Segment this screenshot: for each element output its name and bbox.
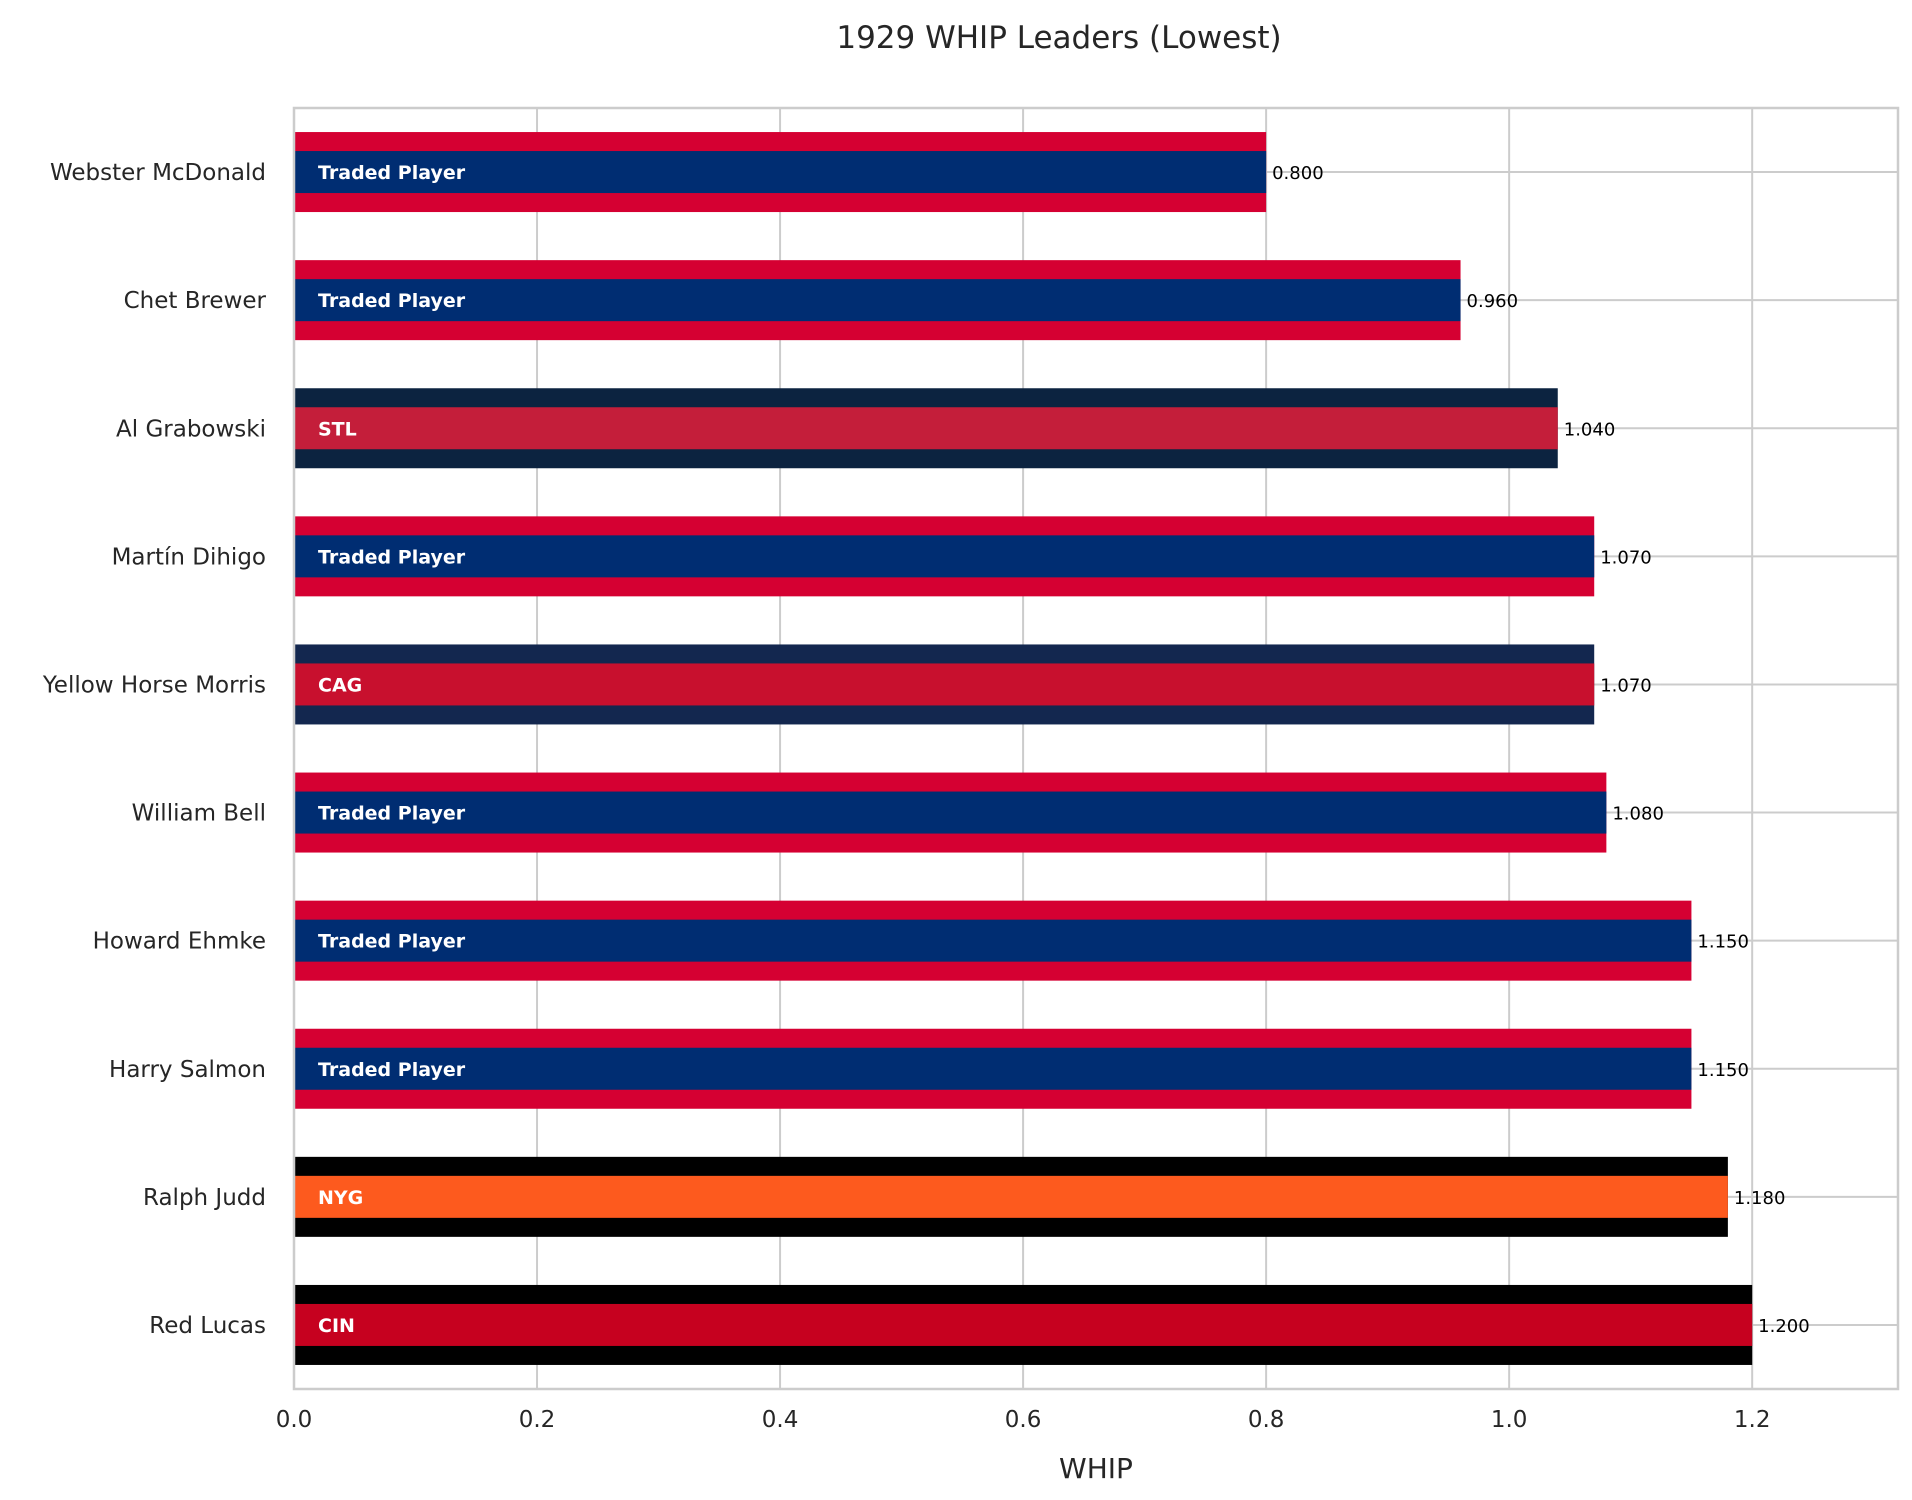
x-axis-label: WHIP <box>1059 1452 1133 1485</box>
y-tick-label: Webster McDonald <box>50 160 266 186</box>
bar-team-label: Traded Player <box>318 1059 466 1081</box>
bar-inner <box>294 1175 1728 1218</box>
bars <box>294 132 1753 1365</box>
plot-frame <box>292 106 1900 1391</box>
bar-inner <box>294 1303 1753 1346</box>
y-tick-label: Howard Ehmke <box>93 929 266 955</box>
x-tick-label: 0.6 <box>1005 1407 1042 1433</box>
bar-inner <box>294 535 1595 578</box>
chart-title: 1929 WHIP Leaders (Lowest) <box>836 20 1281 56</box>
bar-team-label: STL <box>318 418 357 440</box>
x-tick-label: 0.8 <box>1248 1407 1285 1433</box>
bar-team-label: NYG <box>318 1187 363 1209</box>
bar-inner <box>294 791 1607 834</box>
bar-value-label: 1.150 <box>1697 1060 1749 1081</box>
bar-inner <box>294 919 1692 962</box>
bar-value-label: 1.180 <box>1734 1188 1786 1209</box>
bar-inner <box>294 151 1267 194</box>
bar-inner <box>294 1047 1692 1090</box>
y-tick-label: Ralph Judd <box>143 1185 266 1211</box>
bar-value-label: 1.080 <box>1612 804 1664 825</box>
bar-inner <box>294 663 1595 706</box>
bar-value-label: 1.070 <box>1600 675 1652 696</box>
x-tick-label: 0.0 <box>276 1407 313 1433</box>
x-axis-ticks: 0.0 0.2 0.4 0.6 0.8 1.0 1.2 <box>276 1407 1771 1433</box>
bar-team-label: Traded Player <box>318 931 466 953</box>
bar-team-label: Traded Player <box>318 803 466 825</box>
y-tick-label: William Bell <box>132 801 266 827</box>
bar-team-label: CAG <box>318 674 362 696</box>
y-tick-label: Harry Salmon <box>109 1057 266 1083</box>
bar-team-label: Traded Player <box>318 290 466 312</box>
bar-value-label: 0.800 <box>1272 163 1324 184</box>
bar-team-label: CIN <box>318 1315 355 1337</box>
y-tick-label: Martín Dihigo <box>112 544 266 570</box>
y-tick-label: Chet Brewer <box>124 288 267 314</box>
x-tick-label: 0.4 <box>762 1407 799 1433</box>
bar-inner <box>294 279 1461 322</box>
labels: Traded Player 0.800 Webster McDonald Traded… <box>42 160 1810 1339</box>
x-tick-label: 1.2 <box>1734 1407 1771 1433</box>
bar-value-label: 1.040 <box>1564 419 1616 440</box>
x-tick-label: 1.0 <box>1491 1407 1528 1433</box>
y-tick-label: Red Lucas <box>149 1313 266 1339</box>
y-tick-label: Yellow Horse Morris <box>42 672 266 698</box>
bar-value-label: 0.960 <box>1467 291 1519 312</box>
bar-team-label: Traded Player <box>318 162 466 184</box>
bar-team-label: Traded Player <box>318 546 466 568</box>
bar-value-label: 1.200 <box>1758 1316 1810 1337</box>
bar-value-label: 1.070 <box>1600 547 1652 568</box>
bar-inner <box>294 407 1558 450</box>
x-tick-label: 0.2 <box>519 1407 556 1433</box>
y-tick-label: Al Grabowski <box>116 416 266 442</box>
bar-value-label: 1.150 <box>1697 932 1749 953</box>
